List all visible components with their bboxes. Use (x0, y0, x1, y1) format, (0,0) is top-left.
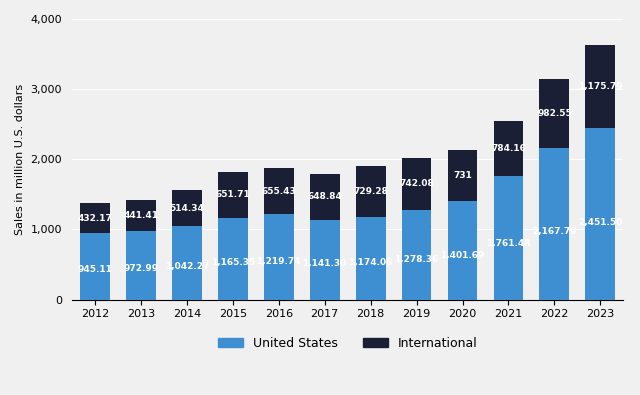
Text: 2,167.79: 2,167.79 (532, 227, 577, 236)
Bar (172, 190, 202, 226)
Text: 982.55: 982.55 (537, 109, 572, 118)
Bar (264, 214, 294, 299)
Bar (310, 220, 340, 299)
Bar (218, 172, 248, 218)
Text: 729.28: 729.28 (353, 187, 388, 196)
Bar (264, 168, 294, 214)
Text: 655.43: 655.43 (261, 186, 296, 196)
Legend: United States, International: United States, International (213, 332, 483, 355)
Text: 784.16: 784.16 (491, 144, 526, 153)
Bar (586, 128, 615, 299)
Text: 945.11: 945.11 (77, 265, 112, 274)
Text: 1,174.06: 1,174.06 (348, 258, 393, 267)
Text: 1,042.27: 1,042.27 (164, 262, 209, 271)
Bar (540, 147, 570, 299)
Bar (356, 217, 385, 299)
Text: 1,278.36: 1,278.36 (394, 255, 439, 264)
Bar (447, 201, 477, 299)
Text: 1,141.30: 1,141.30 (303, 259, 347, 268)
Y-axis label: Sales in million U.S. dollars: Sales in million U.S. dollars (15, 84, 25, 235)
Bar (172, 226, 202, 299)
Bar (126, 200, 156, 231)
Bar (218, 218, 248, 299)
Bar (402, 158, 431, 210)
Text: 648.84: 648.84 (307, 192, 342, 201)
Text: 742.08: 742.08 (399, 179, 434, 188)
Text: 1,761.48: 1,761.48 (486, 239, 531, 248)
Bar (493, 176, 524, 299)
Text: 651.71: 651.71 (216, 190, 250, 199)
Bar (540, 79, 570, 147)
Text: 1,401.69: 1,401.69 (440, 251, 484, 260)
Bar (586, 45, 615, 128)
Bar (402, 210, 431, 299)
Bar (126, 231, 156, 299)
Text: 514.34: 514.34 (170, 204, 204, 213)
Text: 972.99: 972.99 (124, 264, 158, 273)
Bar (80, 203, 110, 233)
Bar (310, 174, 340, 220)
Bar (356, 166, 385, 217)
Text: 1,219.74: 1,219.74 (257, 257, 301, 265)
Text: 2,451.50: 2,451.50 (579, 218, 623, 227)
Text: 1,175.79: 1,175.79 (578, 82, 623, 91)
Text: 731: 731 (453, 171, 472, 180)
Bar (447, 150, 477, 201)
Text: 432.17: 432.17 (77, 214, 112, 223)
Bar (493, 121, 524, 176)
Text: 441.41: 441.41 (124, 211, 158, 220)
Text: 1,165.35: 1,165.35 (211, 258, 255, 267)
Bar (80, 233, 110, 299)
